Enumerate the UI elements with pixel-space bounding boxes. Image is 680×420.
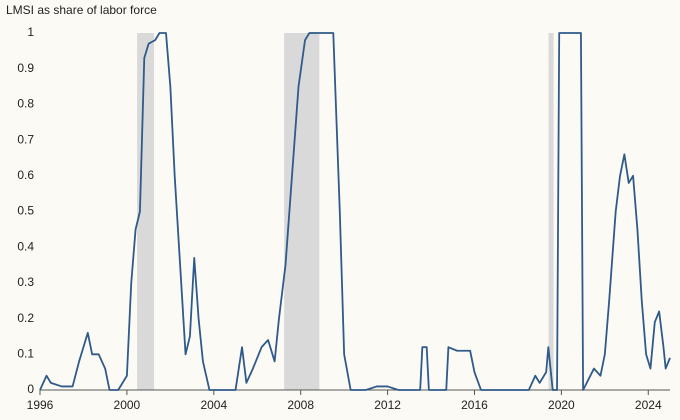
y-axis-label: LMSI as share of labor force [6, 3, 157, 17]
x-tick-label: 1996 [27, 398, 54, 412]
x-tick-label: 2012 [374, 398, 401, 412]
recession-band [137, 33, 155, 390]
x-tick-label: 2020 [548, 398, 575, 412]
y-tick-label: 1 [27, 25, 34, 39]
recession-band [548, 33, 554, 390]
y-tick-label: 0.6 [17, 168, 34, 182]
y-tick-label: 0.2 [17, 311, 34, 325]
y-tick-label: 0.3 [17, 275, 34, 289]
x-tick-label: 2024 [635, 398, 662, 412]
y-tick-label: 0.5 [17, 204, 34, 218]
y-tick-label: 0.9 [17, 61, 34, 75]
x-tick-label: 2016 [461, 398, 488, 412]
data-line [39, 32, 671, 391]
x-tick-label: 2000 [114, 398, 141, 412]
x-tick-label: 2004 [200, 398, 227, 412]
y-tick-label: 0.7 [17, 132, 34, 146]
y-tick-label: 0.4 [17, 239, 34, 253]
y-tick-label: 0 [27, 382, 34, 396]
x-tick-label: 2008 [287, 398, 314, 412]
y-tick-label: 0.1 [17, 346, 34, 360]
y-tick-label: 0.8 [17, 97, 34, 111]
